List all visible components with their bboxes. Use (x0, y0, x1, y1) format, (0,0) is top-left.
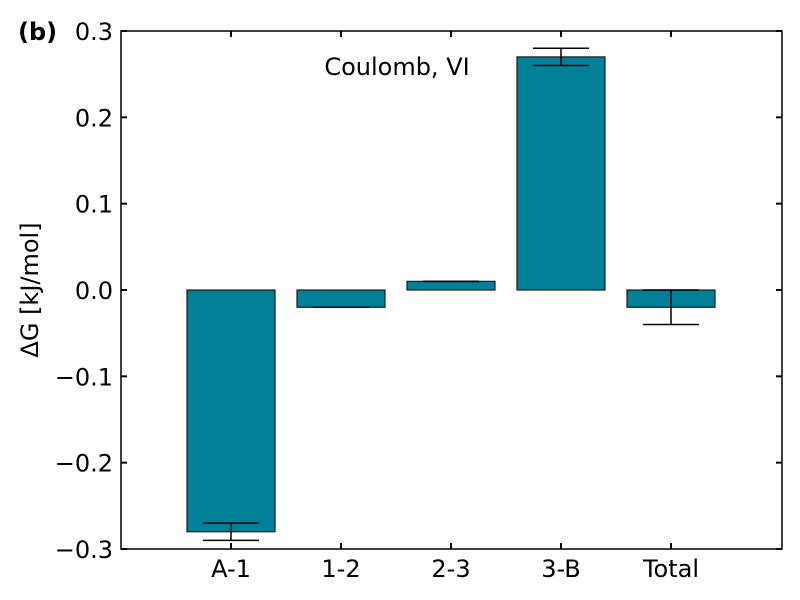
bar-a-1 (186, 289, 276, 533)
x-tick-label: Total (642, 555, 699, 583)
y-axis-ticks: 0.3 0.2 0.1 0.0 −0.1 −0.2 −0.3 (55, 18, 782, 564)
x-tick-label: 3-B (541, 555, 581, 583)
x-tick-label: A-1 (211, 555, 251, 583)
y-tick-label: −0.1 (55, 363, 113, 391)
y-axis-title: ΔG [kJ/mol] (16, 222, 44, 357)
error-bars-group (203, 47, 699, 542)
x-tick-label: 2-3 (431, 555, 470, 583)
panel-label: (b) (18, 18, 57, 46)
y-tick-label: 0.3 (75, 18, 113, 46)
y-tick-label: 0.2 (75, 104, 113, 132)
y-tick-label: −0.3 (55, 536, 113, 564)
y-tick-label: 0.1 (75, 191, 113, 219)
chart-annotation: Coulomb, VI (324, 53, 469, 81)
bar-1-2 (296, 289, 386, 308)
bars-group (186, 56, 716, 533)
y-tick-label: 0.0 (75, 277, 113, 305)
x-tick-label: 1-2 (321, 555, 360, 583)
bar-2-3 (406, 280, 496, 291)
bar-3-b (516, 56, 606, 291)
x-axis-ticks: A-1 1-2 2-3 3-B Total (211, 31, 699, 583)
y-tick-label: −0.2 (55, 450, 113, 478)
